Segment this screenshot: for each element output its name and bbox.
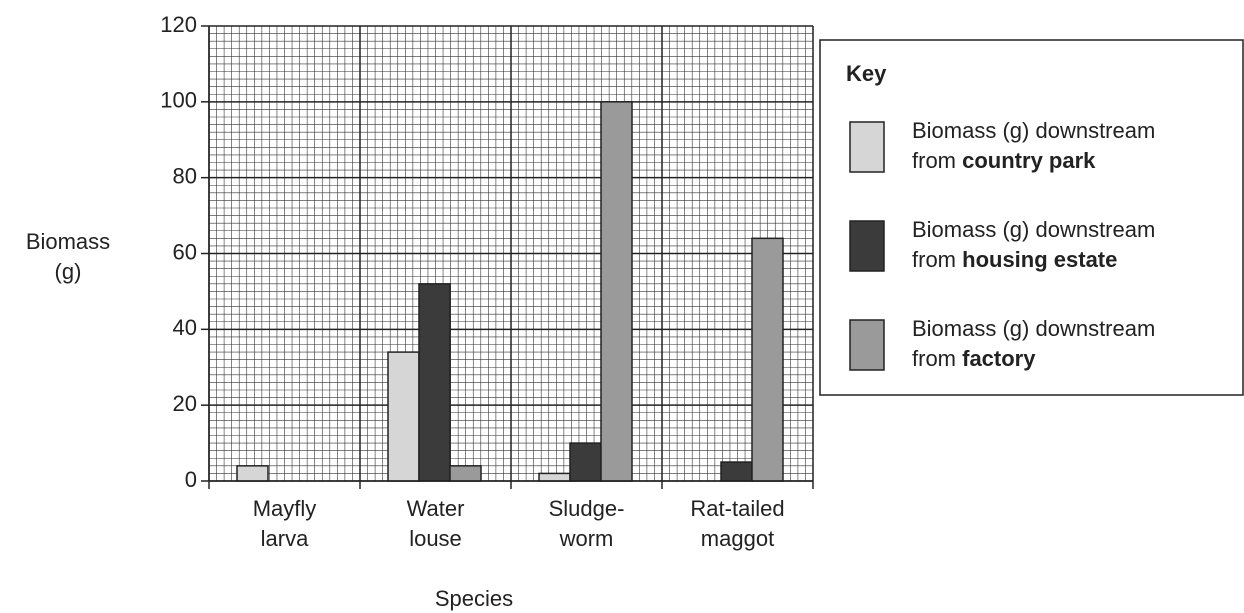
x-axis-label: Species [435, 586, 513, 611]
y-tick-label: 60 [173, 239, 197, 264]
y-tick-label: 120 [160, 12, 197, 37]
legend-label: Biomass (g) downstream from factory [912, 316, 1155, 371]
bar [751, 237, 784, 482]
legend-swatch [849, 220, 885, 272]
legend-box [819, 39, 1244, 396]
x-tick-label: Mayfly larva [253, 496, 317, 551]
bar [569, 442, 602, 482]
x-tick-label: Rat-tailed maggot [690, 496, 784, 551]
y-tick-label: 40 [173, 315, 197, 340]
bar [387, 351, 420, 482]
bar [600, 101, 633, 482]
bar [418, 283, 451, 482]
y-axis-label: Biomass (g) [26, 229, 110, 284]
y-tick-label: 20 [173, 391, 197, 416]
bar [236, 465, 269, 482]
legend-label: Biomass (g) downstream from country park [912, 118, 1155, 173]
bar [538, 472, 571, 482]
x-tick-label: Sludge-worm [549, 496, 625, 551]
x-tick-label: Water louse [407, 496, 465, 551]
bar [449, 465, 482, 482]
legend-swatch [849, 319, 885, 371]
y-tick-label: 80 [173, 163, 197, 188]
legend-swatch [849, 121, 885, 173]
legend-label: Biomass (g) downstream from housing estat… [912, 217, 1155, 272]
y-tick-label: 0 [185, 467, 197, 492]
y-tick-label: 100 [160, 88, 197, 113]
legend-title: Key [846, 61, 887, 86]
bar [720, 461, 753, 482]
